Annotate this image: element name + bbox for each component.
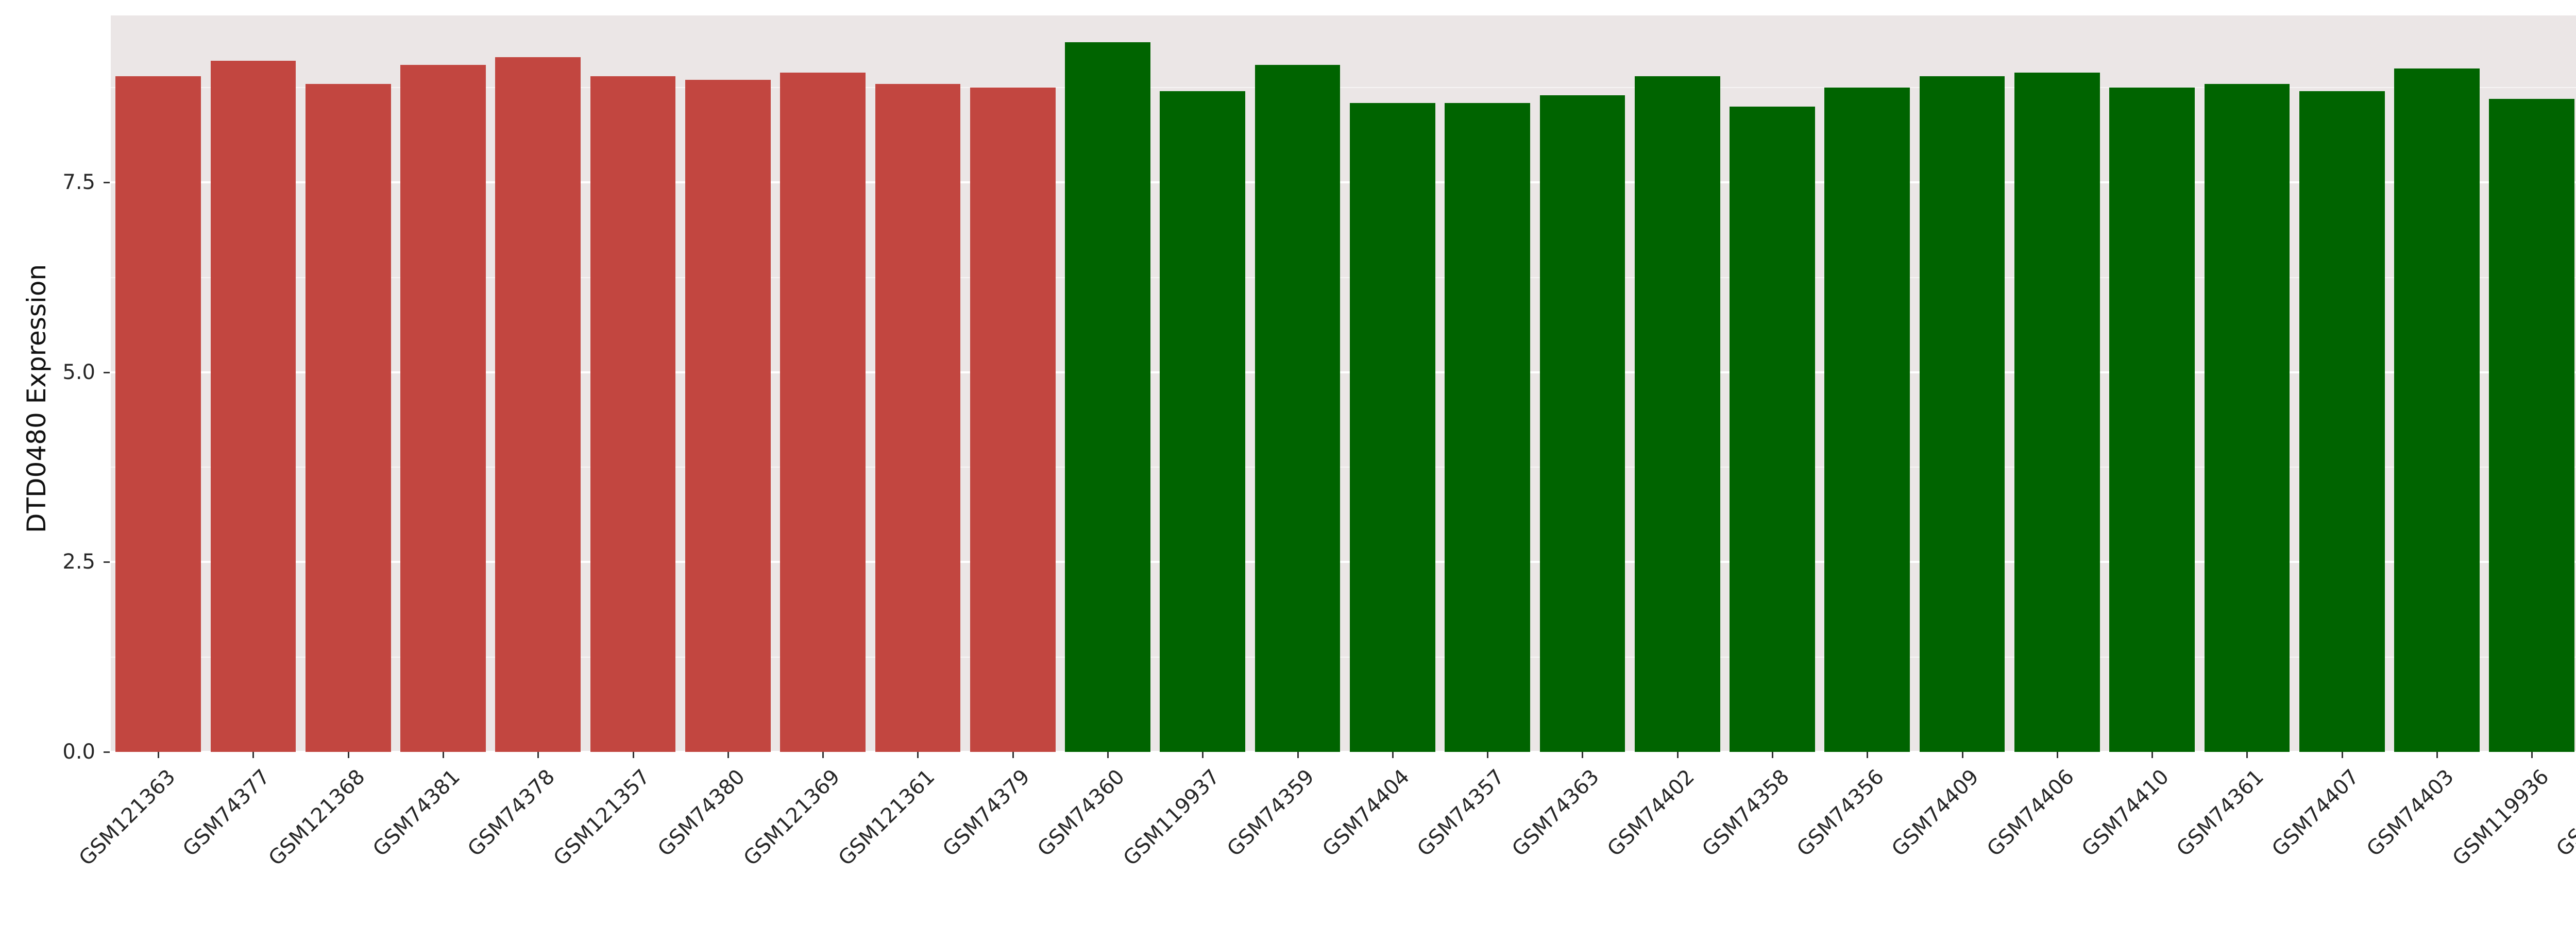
major-gridline (111, 561, 2576, 563)
x-tick-mark (1867, 752, 1869, 758)
x-tick-mark (2341, 752, 2343, 758)
y-axis-title: DTD0480 Expression (22, 264, 52, 533)
bar (495, 57, 581, 752)
x-tick-mark (537, 752, 539, 758)
minor-gridline (111, 277, 2576, 278)
bar (305, 83, 391, 752)
x-tick-label: GSM74363 (1507, 765, 1604, 862)
x-tick-label: GSM74356 (1792, 765, 1889, 862)
x-tick-mark (2056, 752, 2058, 758)
bar (1634, 76, 1720, 752)
x-tick-mark (1961, 752, 1963, 758)
major-gridline (111, 371, 2576, 373)
x-tick-label: GSM121368 (264, 765, 370, 871)
y-tick-label: 7.5 (62, 170, 95, 195)
x-tick-mark (1582, 752, 1584, 758)
bar (2299, 91, 2385, 752)
x-tick-mark (727, 752, 729, 758)
y-tick-label: 5.0 (62, 360, 95, 384)
x-tick-mark (2436, 752, 2438, 758)
bar (875, 83, 961, 752)
bar (590, 76, 676, 752)
x-tick-label: GSM74377 (178, 765, 275, 862)
x-tick-label: GSM74378 (463, 765, 560, 862)
bar (1824, 88, 1910, 752)
minor-gridline (111, 656, 2576, 658)
x-tick-label: GSM74362 (2552, 765, 2576, 862)
x-tick-mark (1676, 752, 1679, 758)
x-tick-label: GSM74403 (2362, 765, 2459, 862)
x-tick-label: GSM74358 (1698, 765, 1794, 862)
y-tick-label: 2.5 (62, 550, 95, 574)
x-tick-mark (1297, 752, 1299, 758)
x-tick-mark (1487, 752, 1489, 758)
x-tick-label: GSM121357 (549, 765, 655, 871)
x-tick-mark (1202, 752, 1204, 758)
bar (2489, 99, 2575, 752)
x-tick-mark (917, 752, 919, 758)
bar (400, 64, 486, 752)
x-tick-mark (347, 752, 349, 758)
x-tick-label: GSM74407 (2267, 765, 2364, 862)
bar (1730, 106, 1815, 752)
bar (1255, 64, 1341, 752)
x-tick-label: GSM74404 (1317, 765, 1414, 862)
minor-gridline (111, 87, 2576, 89)
bar (1539, 95, 1625, 752)
bar (1919, 76, 2005, 752)
x-tick-label: GSM74357 (1413, 765, 1509, 862)
x-tick-label: GSM74381 (368, 765, 465, 862)
bar (2394, 68, 2480, 752)
x-tick-label: GSM74406 (1982, 765, 2079, 862)
x-tick-mark (1392, 752, 1394, 758)
x-tick-label: GSM74361 (2172, 765, 2269, 862)
x-tick-label: GSM74379 (938, 765, 1035, 862)
x-tick-label: GSM74359 (1223, 765, 1319, 862)
x-tick-label: GSM74409 (1887, 765, 1984, 862)
x-tick-mark (822, 752, 824, 758)
x-tick-label: GSM74380 (653, 765, 750, 862)
x-tick-mark (2151, 752, 2154, 758)
plot-panel (111, 15, 2576, 753)
y-tick-mark (104, 561, 110, 563)
x-tick-label: GSM74410 (2077, 765, 2174, 862)
x-tick-mark (443, 752, 444, 758)
bar (2204, 83, 2290, 752)
major-gridline (111, 751, 2576, 753)
x-tick-mark (1772, 752, 1773, 758)
bar (1160, 91, 1246, 752)
x-tick-label: GSM121363 (74, 765, 180, 871)
y-tick-mark (104, 751, 110, 753)
x-tick-mark (632, 752, 634, 758)
y-tick-label: 0.0 (62, 740, 95, 764)
x-tick-mark (2246, 752, 2248, 758)
bar (780, 72, 866, 752)
bar (1065, 42, 1150, 752)
x-tick-mark (158, 752, 160, 758)
x-tick-mark (1107, 752, 1109, 758)
bar (1349, 102, 1435, 752)
x-tick-label: GSM119936 (2448, 765, 2554, 871)
x-tick-mark (252, 752, 255, 758)
x-tick-label: GSM119937 (1118, 765, 1225, 871)
bar (1445, 102, 1531, 752)
bar (685, 80, 771, 752)
bar (2014, 72, 2100, 752)
y-tick-mark (104, 182, 110, 184)
x-tick-label: GSM74360 (1033, 765, 1129, 862)
major-gridline (111, 181, 2576, 184)
minor-gridline (111, 467, 2576, 468)
bar (2109, 88, 2195, 752)
bar (115, 76, 201, 752)
y-tick-mark (104, 371, 110, 373)
bar (210, 61, 296, 752)
x-tick-label: GSM121369 (739, 765, 844, 871)
x-tick-label: GSM74402 (1602, 765, 1699, 862)
x-tick-label: GSM121361 (834, 765, 940, 871)
x-tick-mark (1012, 752, 1014, 758)
x-tick-mark (2531, 752, 2533, 758)
bar (970, 88, 1056, 752)
